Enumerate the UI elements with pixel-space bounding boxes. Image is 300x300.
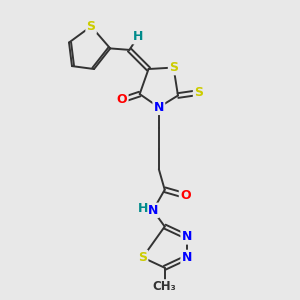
Text: O: O [180, 189, 190, 202]
Text: S: S [87, 20, 96, 33]
Text: H: H [137, 202, 148, 215]
Text: N: N [154, 101, 164, 114]
Text: CH₃: CH₃ [153, 280, 177, 293]
Text: N: N [182, 230, 192, 243]
Text: N: N [148, 204, 158, 217]
Text: S: S [138, 251, 147, 264]
Text: S: S [194, 86, 203, 99]
Text: S: S [169, 61, 178, 74]
Text: N: N [182, 251, 192, 264]
Text: H: H [133, 30, 143, 43]
Text: O: O [117, 93, 127, 106]
